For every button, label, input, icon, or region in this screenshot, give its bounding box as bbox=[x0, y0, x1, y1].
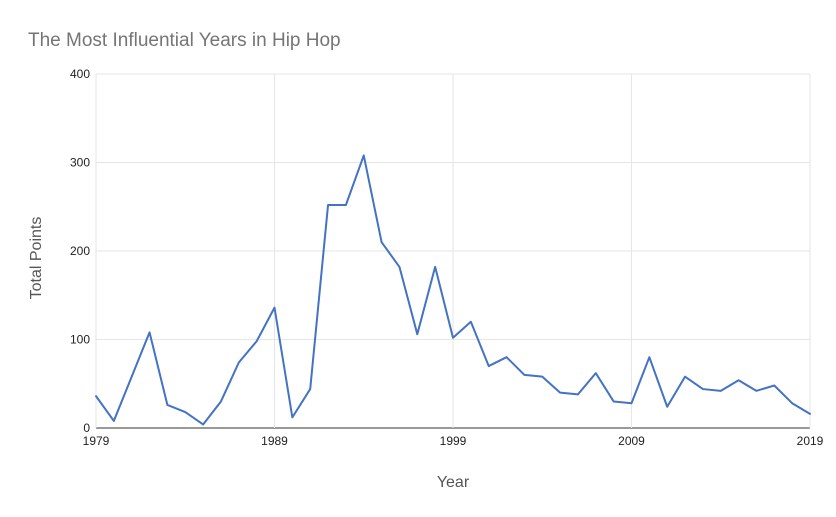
gridlines bbox=[95, 73, 811, 429]
data-point bbox=[791, 402, 793, 404]
x-tick-label: 1999 bbox=[440, 434, 467, 448]
data-point bbox=[434, 266, 436, 268]
data-point bbox=[381, 241, 383, 243]
data-point bbox=[452, 337, 454, 339]
x-axis-label: Year bbox=[437, 474, 470, 491]
data-point bbox=[309, 388, 311, 390]
data-point bbox=[95, 395, 97, 397]
data-point bbox=[684, 376, 686, 378]
x-tick-label: 1989 bbox=[261, 434, 288, 448]
data-point bbox=[220, 400, 222, 402]
data-point bbox=[809, 413, 811, 415]
data-point bbox=[648, 356, 650, 358]
y-tick-label: 400 bbox=[70, 67, 90, 81]
x-tick-label: 1979 bbox=[83, 434, 110, 448]
data-point bbox=[702, 388, 704, 390]
data-point bbox=[166, 404, 168, 406]
series-line bbox=[95, 154, 811, 426]
data-point bbox=[238, 362, 240, 364]
data-point bbox=[595, 372, 597, 374]
data-point bbox=[398, 266, 400, 268]
data-point bbox=[631, 402, 633, 404]
y-tick-label: 200 bbox=[70, 244, 90, 258]
y-axis-label: Total Points bbox=[28, 217, 45, 300]
data-point bbox=[256, 340, 258, 342]
data-point bbox=[488, 365, 490, 367]
data-point bbox=[113, 420, 115, 422]
data-point bbox=[577, 393, 579, 395]
data-point bbox=[274, 307, 276, 309]
data-point bbox=[613, 400, 615, 402]
data-point bbox=[523, 374, 525, 376]
data-point bbox=[666, 406, 668, 408]
data-point bbox=[559, 392, 561, 394]
data-point bbox=[541, 376, 543, 378]
data-point bbox=[184, 411, 186, 413]
y-tick-label: 0 bbox=[83, 421, 90, 435]
data-point bbox=[470, 321, 472, 323]
data-point bbox=[149, 331, 151, 333]
data-point bbox=[363, 154, 365, 156]
data-point bbox=[291, 416, 293, 418]
x-tick-label: 2009 bbox=[618, 434, 645, 448]
data-point bbox=[131, 376, 133, 378]
data-point bbox=[720, 390, 722, 392]
data-point bbox=[345, 204, 347, 206]
data-point bbox=[416, 333, 418, 335]
series-layer bbox=[95, 154, 811, 426]
data-point bbox=[755, 390, 757, 392]
y-tick-label: 100 bbox=[70, 333, 90, 347]
y-tick-label: 300 bbox=[70, 156, 90, 170]
data-point bbox=[202, 423, 204, 425]
data-point bbox=[738, 379, 740, 381]
axis-ticks: 0 100 200 300 400 1979 1989 1999 2009 2019 bbox=[70, 67, 824, 448]
x-tick-label: 2019 bbox=[797, 434, 824, 448]
chart-title: The Most Influential Years in Hip Hop bbox=[28, 30, 341, 51]
data-point bbox=[773, 385, 775, 387]
data-point bbox=[327, 204, 329, 206]
data-point bbox=[506, 356, 508, 358]
